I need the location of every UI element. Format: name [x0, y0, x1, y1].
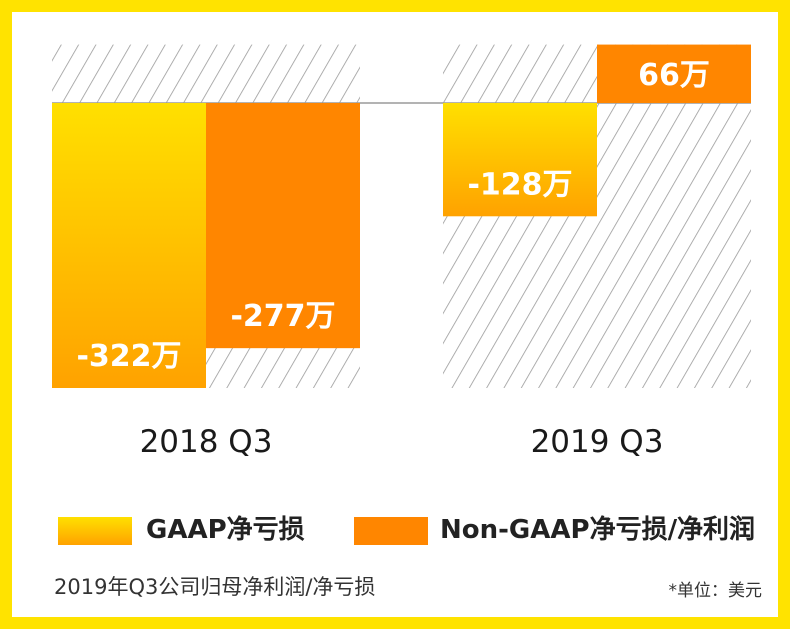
legend-label-gaap: GAAP净亏损	[146, 515, 305, 545]
bar-gaap-2	[443, 103, 597, 217]
data-label-nongaap-1: -277万	[230, 299, 335, 334]
data-label-gaap-2: -128万	[467, 167, 572, 202]
category-label-1: 2018 Q3	[140, 424, 273, 460]
legend-swatch-nongaap	[354, 517, 428, 545]
data-label-gaap-1: -322万	[76, 339, 181, 374]
bar-nongaap-2	[597, 44, 751, 103]
bar-gaap-1	[52, 103, 206, 388]
data-label-nongaap-2: 66万	[638, 58, 710, 93]
category-label-2: 2019 Q3	[531, 424, 664, 460]
bar-nongaap-1	[206, 103, 360, 349]
unit-note: *单位：美元	[668, 581, 763, 601]
legend-swatch-gaap	[58, 517, 132, 545]
chart-caption: 2019年Q3公司归母净利润/净亏损	[54, 575, 376, 599]
legend-label-nongaap: Non-GAAP净亏损/净利润	[440, 515, 756, 545]
